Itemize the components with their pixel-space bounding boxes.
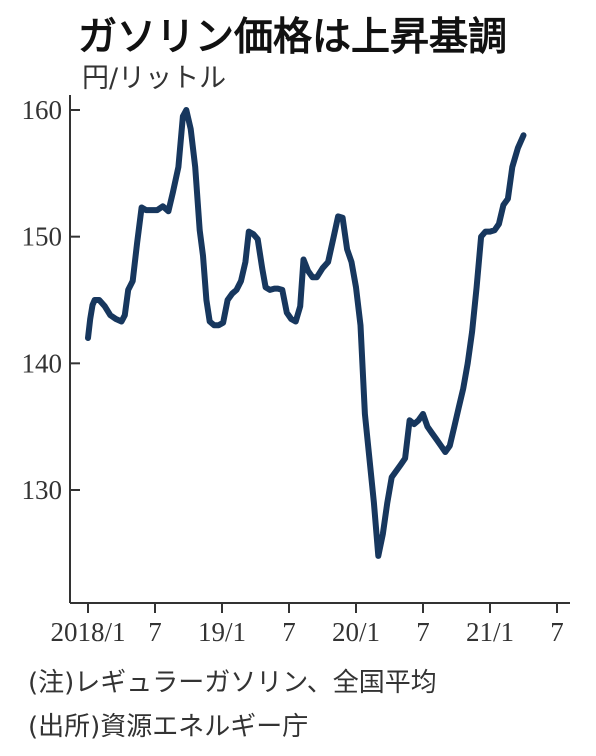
x-tick-label: 21/1	[466, 617, 514, 647]
y-tick-label: 140	[22, 348, 63, 378]
footnote: (注)レギュラーガソリン、全国平均	[28, 668, 437, 698]
x-tick-label: 2018/1	[50, 617, 125, 647]
series-line-gasoline-price	[85, 107, 527, 559]
y-tick-label: 160	[22, 95, 63, 125]
source-note: (出所)資源エネルギー庁	[28, 712, 309, 742]
chart-title: ガソリン価格は上昇基調	[78, 15, 508, 60]
y-axis-unit-label: 円/リットル	[82, 63, 227, 94]
x-tick-label: 7	[550, 617, 564, 647]
y-tick-label: 130	[22, 475, 63, 505]
x-tick-label: 20/1	[332, 617, 380, 647]
x-tick-label: 7	[416, 617, 430, 647]
x-tick-label: 19/1	[198, 617, 246, 647]
x-tick-label: 7	[282, 617, 296, 647]
x-tick-label: 7	[148, 617, 162, 647]
y-tick-label: 150	[22, 222, 63, 252]
